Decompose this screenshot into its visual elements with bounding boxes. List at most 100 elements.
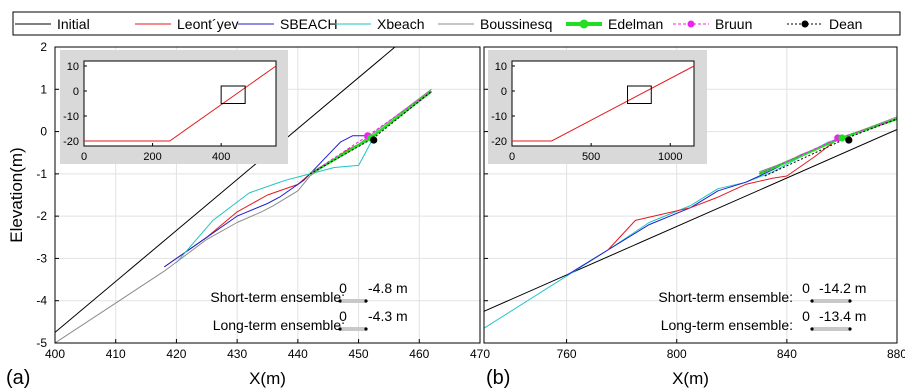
legend-entry-edelman: Edelman (566, 16, 663, 32)
panel-b: 760 800 840 880 X(m) (b) Short-term ensemble: 0… (483, 46, 905, 389)
legend-entry-leont-yev: Leont´yev (135, 16, 238, 32)
annotation-start: 0 (802, 280, 810, 296)
annotation-bar-start (338, 299, 342, 303)
series-sbeach (164, 135, 368, 268)
y-tick-label: -1 (36, 167, 47, 181)
y-tick-label: -5 (36, 336, 47, 350)
x-tick-label: 840 (777, 347, 797, 361)
inset: 0 500 1000 -20 -10 0 10 (488, 50, 707, 164)
annotation-label: Short-term ensemble: (210, 289, 345, 305)
inset-y-tick-label: -20 (63, 136, 79, 148)
legend-label-bruun: Bruun (715, 16, 752, 32)
inset: 0 200 400 -20 -10 0 10 (60, 50, 288, 164)
inset-y-tick-label: 10 (495, 61, 507, 73)
x-axis-label: X(m) (672, 369, 709, 388)
annotation-end: -4.3 m (368, 308, 408, 324)
series-group (484, 116, 897, 329)
x-tick-label: 450 (349, 347, 369, 361)
inset-plot-area (511, 60, 695, 147)
annotation-bar-end (364, 299, 368, 303)
inset-x-tick-label: 200 (143, 151, 161, 163)
annotation-label: Long-term ensemble: (661, 317, 793, 333)
annotation-bar-start (810, 327, 814, 331)
x-tick-label: 760 (557, 347, 577, 361)
inset-x-tick-label: 500 (582, 151, 600, 163)
legend-entry-initial: Initial (15, 16, 90, 32)
legend-label-edelman: Edelman (608, 16, 663, 32)
inset-x-tick-label: 1000 (658, 151, 682, 163)
x-tick-label: 430 (227, 347, 247, 361)
axes-frame (54, 46, 481, 344)
legend-entry-bruun: Bruun (673, 16, 752, 32)
annotation-bar-end (364, 327, 368, 331)
legend-marker-dean (801, 20, 809, 28)
annotation-bar-end (848, 299, 852, 303)
annotation-start: 0 (339, 308, 347, 324)
annotation-long-term: Long-term ensemble: 0 -13.4 m (661, 308, 867, 333)
x-tick-label: 410 (106, 347, 126, 361)
legend-label-initial: Initial (57, 16, 90, 32)
annotation-start: 0 (339, 280, 347, 296)
annotation-end: -13.4 m (819, 308, 866, 324)
x-tick-label: 880 (887, 347, 905, 361)
y-tick-label: 1 (40, 82, 47, 96)
legend-entry-sbeach: SBEACH (238, 16, 338, 32)
series-group (55, 47, 433, 343)
x-axis-label: X(m) (249, 369, 286, 388)
inset-y-tick-label: -10 (491, 111, 507, 123)
series-initial (55, 47, 396, 333)
annotation-end: -4.8 m (368, 280, 408, 296)
annotation-start: 0 (802, 308, 810, 324)
series-initial (484, 129, 897, 312)
panel-label: (b) (486, 367, 510, 389)
legend-label-dean: Dean (829, 16, 862, 32)
x-tick-label: 440 (288, 347, 308, 361)
y-tick-label: -4 (36, 294, 47, 308)
annotation-short-term: Short-term ensemble: 0 -14.2 m (658, 280, 866, 305)
marker-dean (370, 136, 378, 144)
annotation-end: -14.2 m (819, 280, 866, 296)
legend-label-sbeach: SBEACH (280, 16, 338, 32)
inset-y-tick-label: -10 (63, 111, 79, 123)
inset-zoom-box (220, 85, 246, 104)
legend-marker-bruun (687, 20, 695, 28)
legend-label-xbeach: Xbeach (377, 16, 424, 32)
legend-label-boussinesq: Boussinesq (480, 16, 552, 32)
x-tick-label: 470 (470, 347, 490, 361)
inset-x-tick-label: 0 (509, 151, 515, 163)
annotation-bar-start (810, 299, 814, 303)
legend-label-leont-yev: Leont´yev (177, 16, 238, 32)
annotation-bar-start (338, 327, 342, 331)
inset-x-tick-label: 0 (81, 151, 87, 163)
legend-entry-boussinesq: Boussinesq (438, 16, 552, 32)
legend-entry-xbeach: Xbeach (335, 16, 424, 32)
inset-y-tick-label: 0 (501, 86, 507, 98)
y-tick-label: -3 (36, 251, 47, 265)
series-bruun (309, 90, 432, 175)
annotation-short-term: Short-term ensemble:0 -4.8 m (210, 280, 407, 305)
inset-y-tick-label: -20 (491, 136, 507, 148)
x-tick-label: 800 (667, 347, 687, 361)
series-xbeach (176, 131, 378, 264)
annotation-label: Short-term ensemble: (658, 289, 793, 305)
marker-edelman (838, 134, 846, 142)
inset-zoom-box (627, 85, 652, 104)
series-leont-yev (607, 135, 843, 251)
annotation-bar-end (848, 327, 852, 331)
legend: Initial Leont´yev SBEACH Xbeach Boussinesq Ed… (12, 11, 901, 36)
panel-a: 400 410 420 430 440 450 460 470-5-4-3-2-1012X(m… (6, 40, 490, 389)
inset-x-tick-label: 400 (212, 151, 230, 163)
x-tick-label: 400 (45, 347, 65, 361)
x-tick-label: 420 (166, 347, 186, 361)
inset-y-tick-label: 10 (67, 61, 79, 73)
legend-marker-edelman (579, 19, 589, 29)
inset-y-tick-label: 0 (73, 86, 79, 98)
annotation-label: Long-term ensemble: (213, 317, 345, 333)
annotation-long-term: Long-term ensemble:0 -4.3 m (213, 308, 408, 333)
marker-dean (845, 136, 853, 144)
legend-entry-dean: Dean (787, 16, 862, 32)
inset-profile (84, 65, 277, 142)
inset-profile (512, 65, 695, 142)
panel-label: (a) (6, 367, 30, 389)
